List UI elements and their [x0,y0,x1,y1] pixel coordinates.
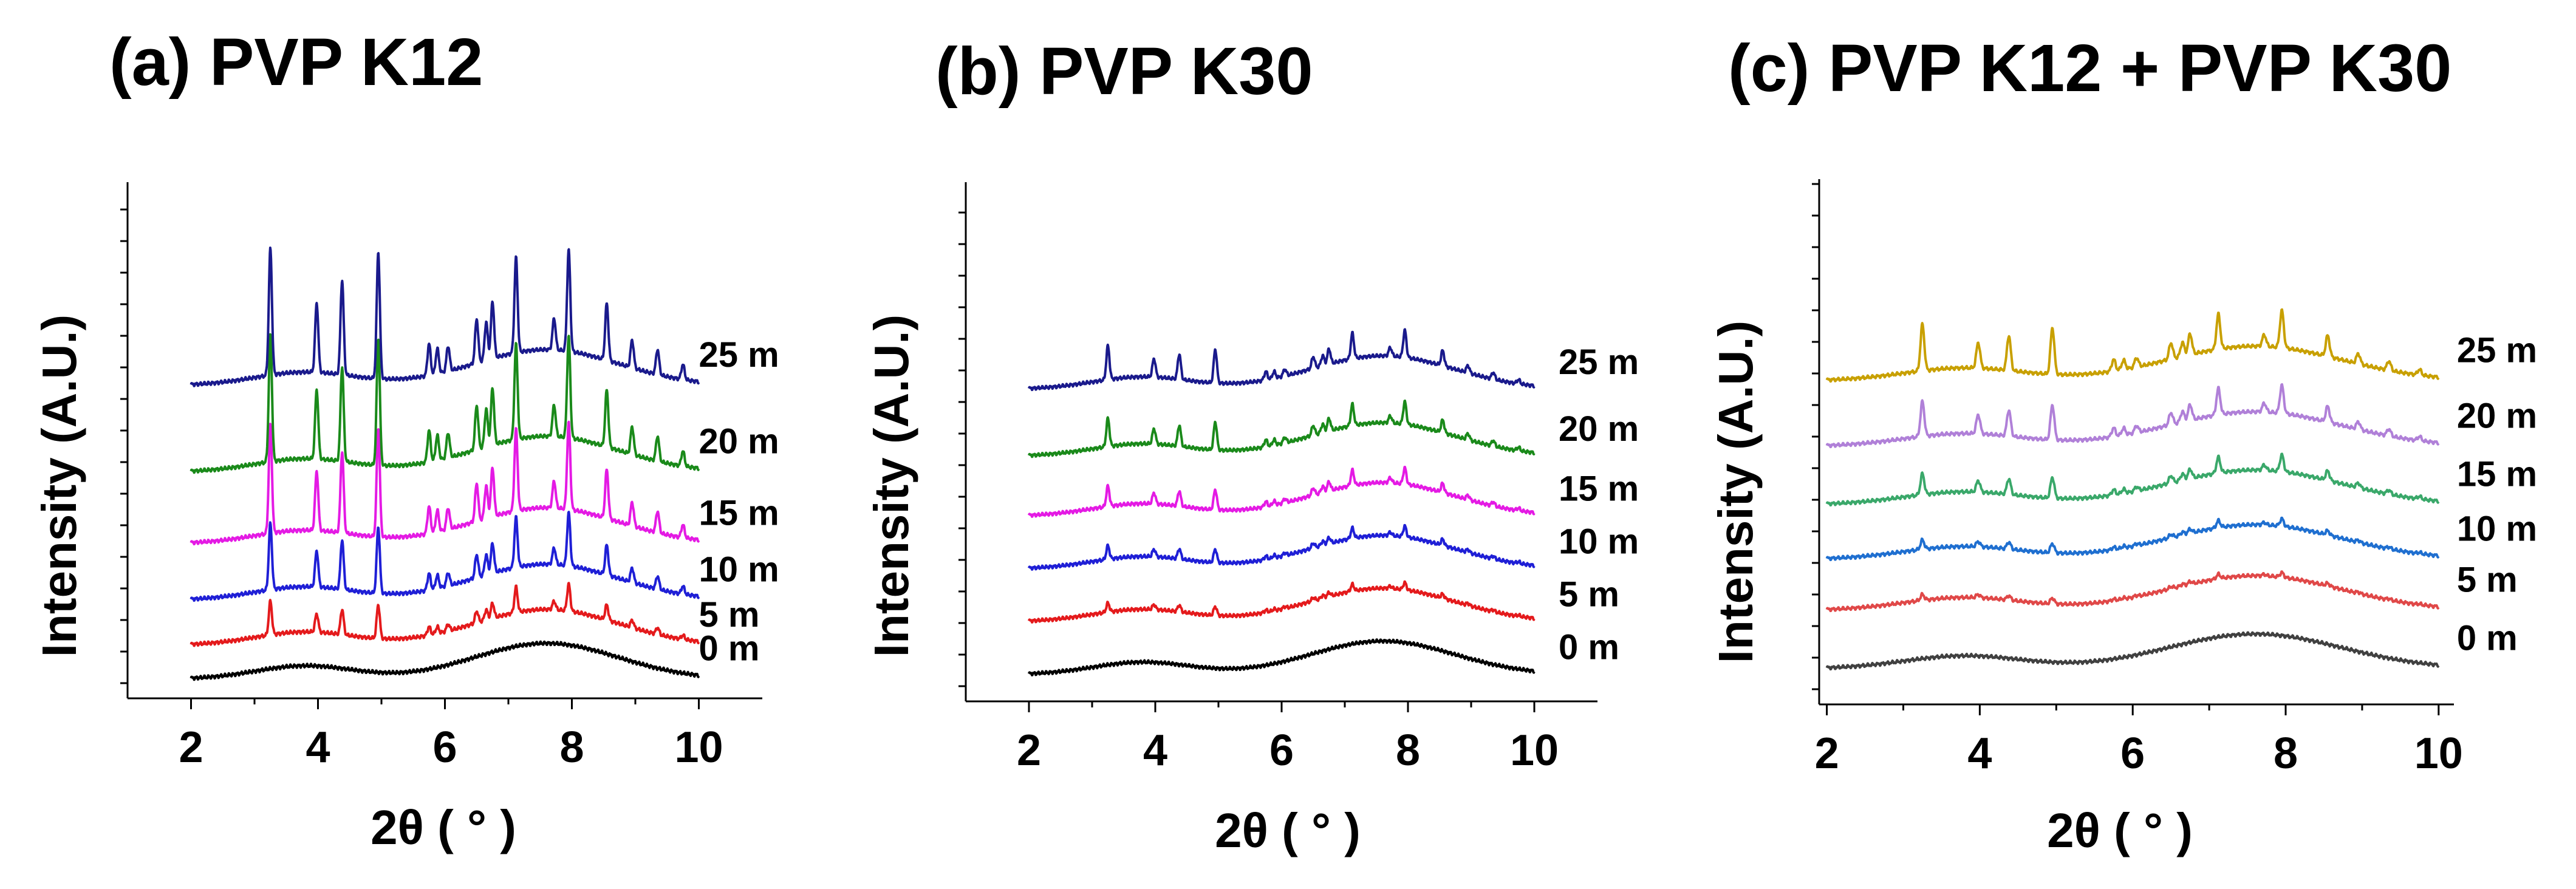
series-label-15m: 15 m [1559,469,1639,509]
x-tick-label: 4 [1967,729,1992,778]
panel-a-title: (a) PVP K12 [109,25,483,100]
panel-a: (a) PVP K12 Intensity (A.U.) 2θ ( ° ) 2 4… [32,25,779,854]
series-label-5m: 5 m [699,595,760,635]
panel-a-xlabel: 2θ ( ° ) [371,800,516,854]
series-label-15m: 15 m [699,493,779,533]
x-tick-label: 6 [1269,726,1294,775]
series-label-20m: 20 m [699,422,779,462]
panel-a-ylabel: Intensity (A.U.) [32,315,86,657]
series-line-15m [1825,452,2440,507]
series-label-25m: 25 m [699,335,779,375]
x-tick-label: 8 [559,723,584,772]
series-label-25m: 25 m [2457,331,2537,370]
x-tick-label: 4 [1143,726,1167,775]
x-tick-label: 2 [1815,729,1839,778]
series-line-0m [1028,638,1536,676]
series-line-25m [1825,308,2440,383]
series-label-0m: 0 m [1559,628,1619,667]
series-label-0m: 0 m [2457,619,2518,658]
series-line-25m [1028,328,1536,392]
series-line-10m [1825,516,2440,562]
x-tick-label: 8 [1396,726,1420,775]
series-label-0m: 0 m [699,629,760,669]
series-line-20m [1825,383,2440,449]
x-tick-label: 4 [306,723,330,772]
series-line-5m [1028,580,1536,624]
x-tick-label: 8 [2274,729,2298,778]
panel-c-ylabel: Intensity (A.U.) [1709,321,1763,663]
x-tick-label: 6 [432,723,457,772]
series-label-10m: 10 m [2457,509,2537,549]
series-line-15m [190,420,700,546]
series-label-25m: 25 m [1559,342,1639,382]
x-tick-label: 10 [674,723,723,772]
series-label-5m: 5 m [1559,575,1619,615]
x-tick-label: 10 [2414,729,2463,778]
panel-b-xlabel: 2θ ( ° ) [1215,803,1361,857]
series-label-20m: 20 m [2457,397,2537,436]
panel-b-title: (b) PVP K30 [935,34,1313,109]
series-label-15m: 15 m [2457,455,2537,494]
series-line-20m [190,333,700,474]
x-tick-label: 10 [1510,726,1559,775]
series-line-5m [190,582,700,647]
panel-c: (c) PVP K12 + PVP K30 Intensity (A.U.) 2… [1709,31,2537,857]
series-label-10m: 10 m [1559,522,1639,562]
series-line-10m [190,511,700,602]
series-label-5m: 5 m [2457,560,2518,600]
series-line-20m [1028,400,1536,458]
x-tick-label: 2 [179,723,203,772]
panel-c-title: (c) PVP K12 + PVP K30 [1728,31,2451,106]
series-line-0m [190,640,700,681]
x-tick-label: 2 [1017,726,1041,775]
series-label-20m: 20 m [1559,409,1639,449]
series-line-25m [190,247,700,387]
series-line-15m [1028,466,1536,518]
series-label-10m: 10 m [699,550,779,589]
x-tick-label: 6 [2120,729,2145,778]
series-line-0m [1825,631,2440,671]
panel-b: (b) PVP K30 Intensity (A.U.) 2θ ( ° ) 2 4… [864,34,1639,857]
series-line-10m [1028,523,1536,571]
panel-c-xlabel: 2θ ( ° ) [2047,803,2193,857]
panel-b-ylabel: Intensity (A.U.) [864,315,918,657]
series-line-5m [1825,570,2440,613]
